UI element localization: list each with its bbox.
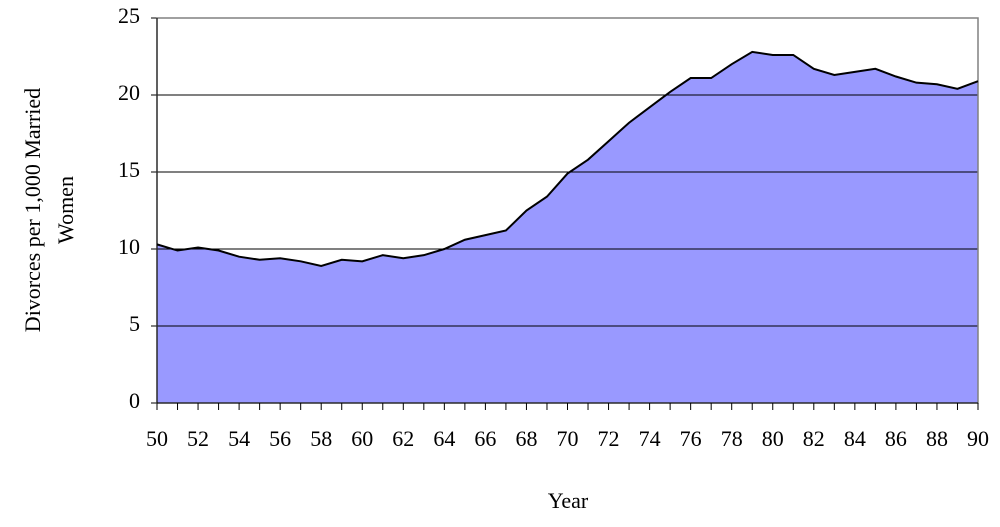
area-line: [156, 50, 979, 267]
x-tick-label: 72: [598, 426, 620, 451]
y-tick-label: 20: [118, 80, 140, 105]
y-tick-label: 5: [129, 311, 140, 336]
y-tick-label: 0: [129, 388, 140, 413]
x-tick-label: 86: [885, 426, 907, 451]
x-tick-label: 90: [967, 426, 989, 451]
y-axis-title: Divorces per 1,000 Married: [20, 88, 45, 332]
y-tick-label: 25: [118, 3, 140, 28]
x-tick-label: 80: [762, 426, 784, 451]
y-tick-label: 10: [118, 234, 140, 259]
y-tick-label: 15: [118, 157, 140, 182]
x-tick-label: 74: [639, 426, 661, 451]
x-tick-label: 62: [392, 426, 414, 451]
x-tick-label: 68: [515, 426, 537, 451]
x-tick-label: 50: [146, 426, 168, 451]
x-tick-label: 76: [680, 426, 702, 451]
x-tick-label: 52: [187, 426, 209, 451]
x-tick-label: 70: [557, 426, 579, 451]
area: [157, 51, 978, 403]
x-tick-label: 60: [351, 426, 373, 451]
y-axis-title: Women: [53, 176, 78, 244]
x-axis-title: Year: [548, 488, 589, 513]
x-tick-label: 64: [433, 426, 455, 451]
x-tick-label: 56: [269, 426, 291, 451]
x-tick-label: 84: [844, 426, 866, 451]
x-tick-label: 66: [474, 426, 496, 451]
x-tick-label: 88: [926, 426, 948, 451]
x-tick-label: 78: [721, 426, 743, 451]
x-tick-label: 82: [803, 426, 825, 451]
x-tick-label: 54: [228, 426, 250, 451]
x-tick-label: 58: [310, 426, 332, 451]
